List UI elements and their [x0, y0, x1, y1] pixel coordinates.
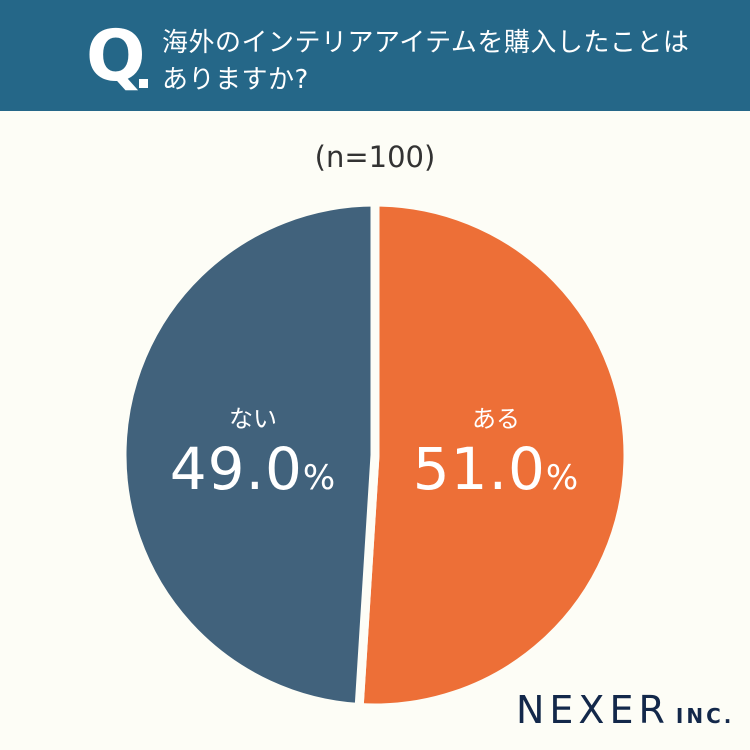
category-no: ない	[229, 405, 277, 433]
slice-yes	[354, 197, 633, 713]
value-no: 49.0%	[133, 434, 373, 513]
q-mark: Q	[86, 15, 145, 97]
q-dot	[139, 79, 148, 88]
logo-name: NEXER	[516, 688, 670, 732]
value-no-unit: %	[302, 458, 337, 498]
sample-size: (n=100)	[314, 140, 436, 174]
question-header: Q 海外のインテリアアイテムを購入したことは ありますか?	[0, 0, 750, 111]
question-line-1: 海外のインテリアアイテムを購入したことは	[162, 28, 690, 58]
logo-suffix: INC.	[675, 704, 735, 728]
question-text: 海外のインテリアアイテムを購入したことは ありますか?	[162, 25, 689, 99]
value-yes-unit: %	[545, 458, 580, 498]
category-yes: ある	[472, 405, 520, 433]
value-yes: 51.0%	[376, 434, 616, 513]
nexer-logo: NEXER INC.	[516, 688, 734, 738]
slice-label-no: ない 49.0%	[133, 404, 373, 513]
question-line-2: ありますか?	[162, 65, 309, 95]
slice-label-yes: ある 51.0%	[376, 404, 616, 513]
value-no-number: 49.0	[169, 435, 303, 503]
value-yes-number: 51.0	[412, 435, 546, 503]
slice-no	[117, 197, 380, 713]
